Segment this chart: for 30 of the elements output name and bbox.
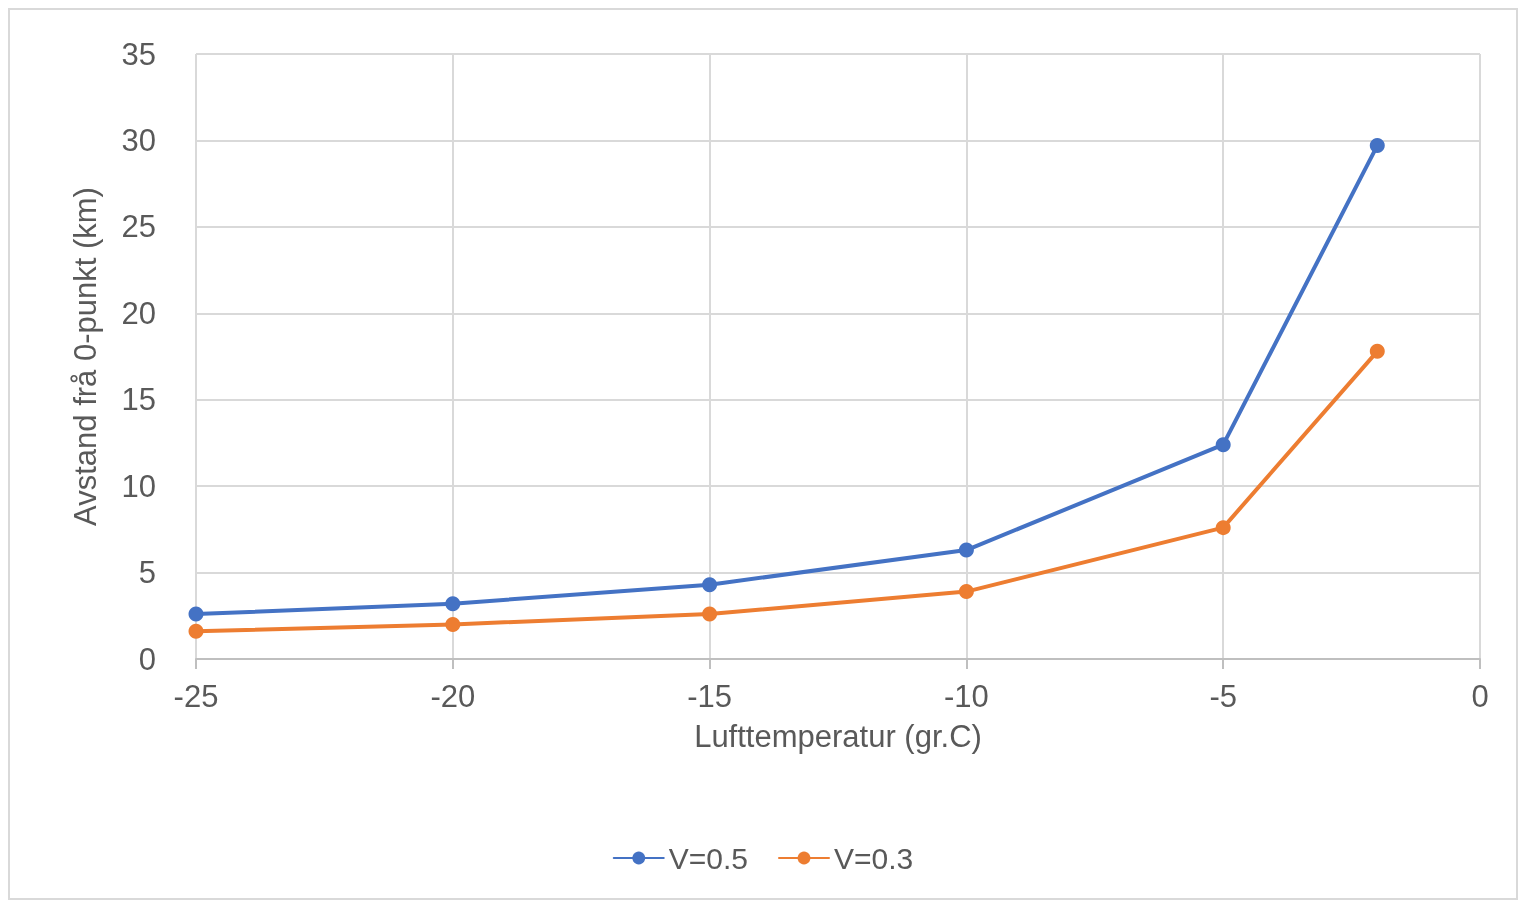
point <box>445 596 461 612</box>
point <box>1215 520 1231 536</box>
y-tick-label: 20 <box>121 295 156 331</box>
y-tick-label: 35 <box>121 36 156 72</box>
y-axis-title: Avstand frå 0-punkt (km) <box>68 187 103 526</box>
legend-label: V=0.5 <box>668 841 748 875</box>
point <box>188 606 204 622</box>
y-tick-label: 0 <box>138 641 156 677</box>
point <box>702 577 718 593</box>
x-tick-label: 0 <box>1471 679 1489 714</box>
y-tick-label: 10 <box>121 468 156 504</box>
point <box>445 616 461 632</box>
x-tick-label: -25 <box>173 679 219 714</box>
y-tick-label: 15 <box>121 382 156 418</box>
x-tick-label: -15 <box>687 679 733 714</box>
x-axis-title: Lufttemperatur (gr.C) <box>694 719 982 754</box>
point <box>188 623 204 639</box>
point <box>958 542 974 558</box>
y-tick-label: 5 <box>138 555 156 591</box>
point <box>958 584 974 600</box>
point <box>1215 437 1231 453</box>
point <box>1369 343 1385 359</box>
legend-label: V=0.3 <box>834 841 914 875</box>
x-tick-label: -20 <box>430 679 476 714</box>
y-tick-label: 30 <box>121 122 156 158</box>
point <box>1369 138 1385 154</box>
point <box>702 606 718 622</box>
x-tick-label: -5 <box>1209 679 1237 714</box>
x-tick-label: -10 <box>943 679 989 714</box>
y-tick-label: 25 <box>121 209 156 245</box>
